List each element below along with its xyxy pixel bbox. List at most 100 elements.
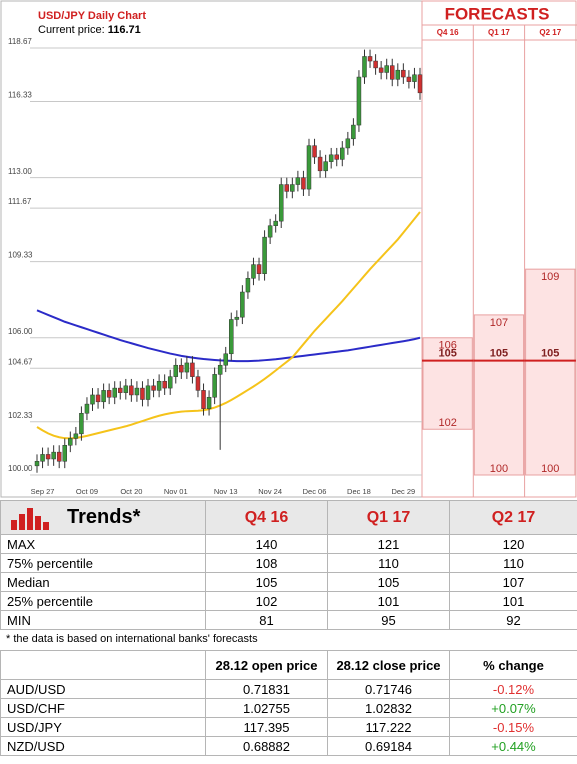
candle-body xyxy=(262,236,267,274)
chart-frame xyxy=(0,0,423,498)
candle-body xyxy=(406,76,412,82)
candle-body xyxy=(156,380,162,391)
candle-body xyxy=(229,319,234,355)
candle-body xyxy=(167,376,173,389)
trends-table: Trends* Q4 16 Q1 17 Q2 17 MAX 140 121 120 75% pe… xyxy=(0,500,577,630)
prices-row: NZD/USD 0.68882 0.69184 +0.44% xyxy=(0,736,577,756)
candle-body xyxy=(356,76,362,126)
candle-body xyxy=(412,74,417,82)
candle-body xyxy=(256,264,262,274)
forecast-range xyxy=(473,314,525,476)
candle-body xyxy=(317,156,323,172)
candle-body xyxy=(417,74,423,94)
x-tick-label: Nov 24 xyxy=(258,487,282,496)
candle-body xyxy=(179,364,184,373)
forecast-quarter: Q2 17 xyxy=(539,28,561,37)
candle-body xyxy=(278,184,284,222)
price-cell: 0.69184 xyxy=(327,736,450,756)
candle-body xyxy=(334,154,339,160)
y-tick-label: 104.67 xyxy=(8,357,33,366)
candle-body xyxy=(45,454,51,460)
forecast-high-label: 107 xyxy=(490,317,508,329)
x-tick-label: Nov 01 xyxy=(164,487,188,496)
forecast-low-label: 100 xyxy=(541,463,559,475)
forecast-low-label: 100 xyxy=(490,463,508,475)
price-cell: USD/CHF xyxy=(0,698,206,718)
y-tick-label: 116.33 xyxy=(8,91,32,100)
candle-body xyxy=(301,177,306,190)
candle-body xyxy=(251,264,256,279)
trends-cell: Median xyxy=(0,572,206,592)
trends-column-header: Q1 17 xyxy=(327,500,450,535)
trends-cell: 101 xyxy=(327,591,450,611)
trends-cell: 105 xyxy=(205,572,328,592)
moving-average-line xyxy=(36,211,421,440)
candle-body xyxy=(389,65,395,80)
candle-body xyxy=(201,390,206,409)
candle-body xyxy=(145,385,151,400)
candle-body xyxy=(206,396,212,409)
price-change: +0.44% xyxy=(449,736,577,756)
price-cell: 1.02755 xyxy=(205,698,328,718)
x-tick-label: Nov 13 xyxy=(214,487,238,496)
candle-body xyxy=(140,387,145,400)
candle-body xyxy=(173,364,179,377)
price-cell: 0.71831 xyxy=(205,679,328,699)
prices-row: AUD/USD 0.71831 0.71746 -0.12% xyxy=(0,679,577,699)
candle-body xyxy=(51,451,56,460)
trends-row: Median 105 105 107 xyxy=(0,572,577,592)
candle-body xyxy=(351,124,356,140)
candle-body xyxy=(384,65,389,73)
trends-header-row: Trends* Q4 16 Q1 17 Q2 17 xyxy=(0,500,577,535)
x-tick-label: Dec 18 xyxy=(347,487,371,496)
trends-cell: 95 xyxy=(327,610,450,630)
icon-bar xyxy=(35,515,41,530)
y-tick-label: 100.00 xyxy=(8,464,33,473)
y-tick-label: 102.33 xyxy=(8,411,33,420)
price-cell: 117.222 xyxy=(327,717,450,737)
trends-column-header: Q2 17 xyxy=(449,500,577,535)
forecast-median-label: 105 xyxy=(541,348,559,360)
trends-title: Trends* xyxy=(67,506,141,528)
prices-row: USD/CHF 1.02755 1.02832 +0.07% xyxy=(0,698,577,718)
trends-cell: 120 xyxy=(449,534,577,554)
candle-body xyxy=(373,60,378,69)
candle-body xyxy=(217,364,223,375)
forecast-high-label: 109 xyxy=(541,271,559,283)
candle-body xyxy=(306,145,312,190)
candle-body xyxy=(295,177,301,185)
trends-cell: 25% percentile xyxy=(0,591,206,611)
trends-row: 75% percentile 108 110 110 xyxy=(0,553,577,573)
candle-body xyxy=(290,184,295,192)
candle-body xyxy=(129,385,134,396)
trends-cell: 110 xyxy=(449,553,577,573)
candle-body xyxy=(273,220,278,226)
price-change: -0.12% xyxy=(449,679,577,699)
candle-body xyxy=(134,387,140,396)
forecast-quarter: Q4 16 xyxy=(437,28,459,37)
candle-body xyxy=(112,387,117,398)
price-cell: 117.395 xyxy=(205,717,328,737)
prices-column-header: % change xyxy=(449,650,577,680)
candle-body xyxy=(328,154,334,162)
forecast-title: FORECASTS xyxy=(445,4,550,23)
candle-body xyxy=(95,394,101,403)
trends-title-cell: Trends* xyxy=(0,500,206,535)
candle-body xyxy=(362,56,367,78)
forecast-range xyxy=(422,337,473,430)
candle-body xyxy=(195,376,201,391)
candle-body xyxy=(240,291,245,318)
candle-body xyxy=(68,438,73,446)
forecast-quarter: Q1 17 xyxy=(488,28,510,37)
candle-body xyxy=(284,184,290,192)
footnote: * the data is based on international ban… xyxy=(6,633,258,645)
forecast-median-label: 105 xyxy=(438,348,456,360)
candle-body xyxy=(223,353,228,366)
forecast-high-label: 106 xyxy=(438,340,456,352)
candle-body xyxy=(234,316,240,320)
candle-body xyxy=(378,67,384,73)
prices-column-header: 28.12 close price xyxy=(327,650,450,680)
candle-body xyxy=(345,138,351,149)
trends-cell: 102 xyxy=(205,591,328,611)
